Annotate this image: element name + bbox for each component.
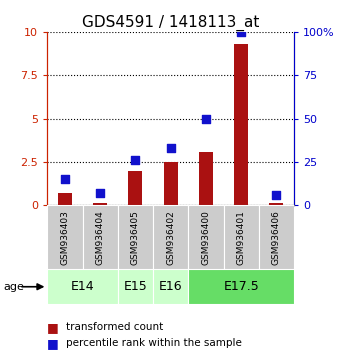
Bar <box>128 171 143 205</box>
Text: E15: E15 <box>124 280 147 293</box>
FancyBboxPatch shape <box>153 205 188 269</box>
Bar <box>269 203 284 205</box>
Point <box>274 192 279 198</box>
Text: E16: E16 <box>159 280 183 293</box>
FancyBboxPatch shape <box>47 269 118 304</box>
Text: ■: ■ <box>47 337 59 350</box>
FancyBboxPatch shape <box>223 205 259 269</box>
Point <box>168 145 173 151</box>
FancyBboxPatch shape <box>188 205 223 269</box>
Text: GSM936406: GSM936406 <box>272 210 281 265</box>
Text: age: age <box>3 282 24 292</box>
Bar <box>234 44 248 205</box>
FancyBboxPatch shape <box>153 269 188 304</box>
FancyBboxPatch shape <box>82 205 118 269</box>
FancyBboxPatch shape <box>259 205 294 269</box>
Text: GSM936401: GSM936401 <box>237 210 246 265</box>
Point <box>62 176 68 182</box>
Text: E14: E14 <box>71 280 94 293</box>
Text: GSM936403: GSM936403 <box>61 210 69 265</box>
Point <box>239 29 244 35</box>
Point <box>203 116 209 121</box>
Bar <box>93 203 107 205</box>
FancyBboxPatch shape <box>118 269 153 304</box>
Text: ■: ■ <box>47 321 59 334</box>
Title: GDS4591 / 1418113_at: GDS4591 / 1418113_at <box>82 14 259 30</box>
Point <box>97 190 103 196</box>
FancyBboxPatch shape <box>188 269 294 304</box>
Text: transformed count: transformed count <box>66 322 163 332</box>
Text: percentile rank within the sample: percentile rank within the sample <box>66 338 242 348</box>
FancyBboxPatch shape <box>47 205 82 269</box>
Text: GSM936400: GSM936400 <box>201 210 211 265</box>
FancyBboxPatch shape <box>118 205 153 269</box>
Text: GSM936402: GSM936402 <box>166 210 175 264</box>
Bar <box>164 162 178 205</box>
Text: GSM936405: GSM936405 <box>131 210 140 265</box>
Text: E17.5: E17.5 <box>223 280 259 293</box>
Bar <box>199 152 213 205</box>
Bar <box>58 193 72 205</box>
Point <box>133 158 138 163</box>
Text: GSM936404: GSM936404 <box>96 210 105 264</box>
